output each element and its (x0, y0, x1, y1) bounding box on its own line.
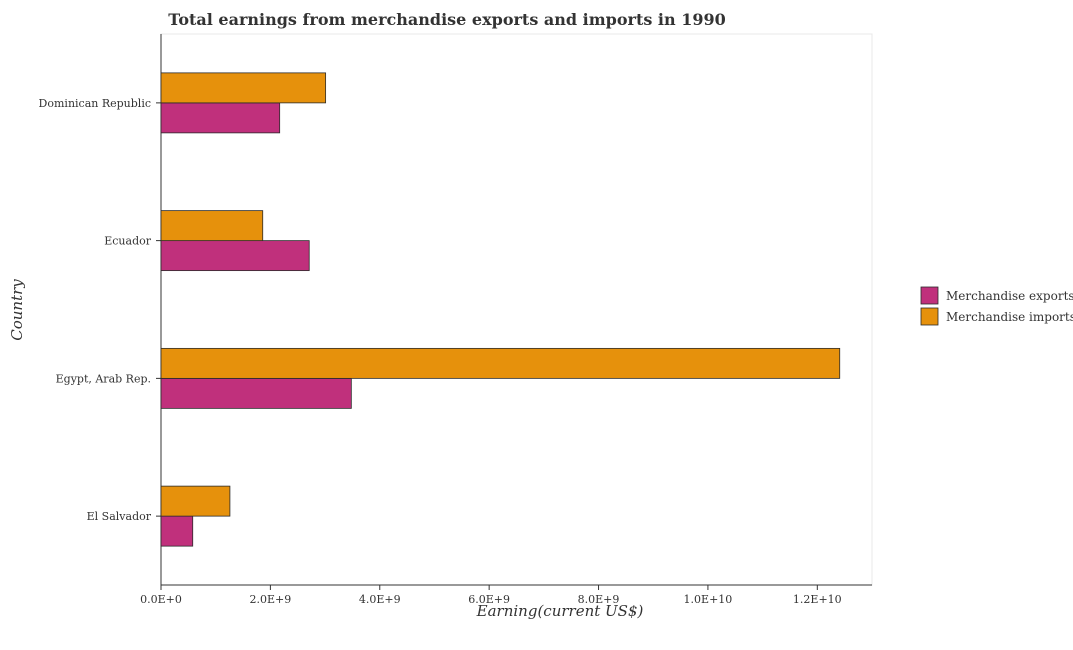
legend-swatch (920, 307, 939, 326)
y-tick-label: El Salvador (87, 510, 152, 523)
x-axis-label: Earning(current US$) (476, 602, 644, 620)
bar-exports (160, 515, 194, 547)
legend-swatch (920, 286, 939, 305)
bar-exports (160, 102, 281, 134)
bar-imports (160, 210, 264, 242)
x-tick-label: 2.0E+9 (250, 593, 292, 606)
bar-imports (160, 485, 231, 517)
legend: Merchandise exports Merchandise imports (920, 286, 1073, 326)
plot-area: 0.0E+0 2.0E+9 4.0E+9 6.0E+9 8.0E+9 1.0E+10 1.2… (39, 33, 873, 606)
bar-exports (160, 240, 310, 272)
legend-label: Merchandise exports (946, 289, 1073, 303)
x-tick-label: 6.0E+9 (468, 593, 510, 606)
x-tick-label: 8.0E+9 (578, 593, 620, 606)
y-tick-label: Dominican Republic (39, 97, 151, 110)
y-axis-label: Country (8, 279, 26, 341)
x-tick-label: 1.2E+10 (793, 593, 842, 606)
bar-exports (160, 377, 352, 409)
y-tick-label: Ecuador (104, 235, 151, 248)
chart-title: Total earnings from merchandise exports … (168, 10, 725, 29)
x-tick-label: 0.0E+0 (140, 593, 182, 606)
bar-imports (160, 72, 327, 104)
bar-imports (160, 347, 841, 379)
x-tick-label: 1.0E+10 (684, 593, 733, 606)
legend-label: Merchandise imports (946, 310, 1073, 324)
y-tick-label: Egypt, Arab Rep. (56, 372, 151, 385)
x-tick-label: 4.0E+9 (359, 593, 401, 606)
